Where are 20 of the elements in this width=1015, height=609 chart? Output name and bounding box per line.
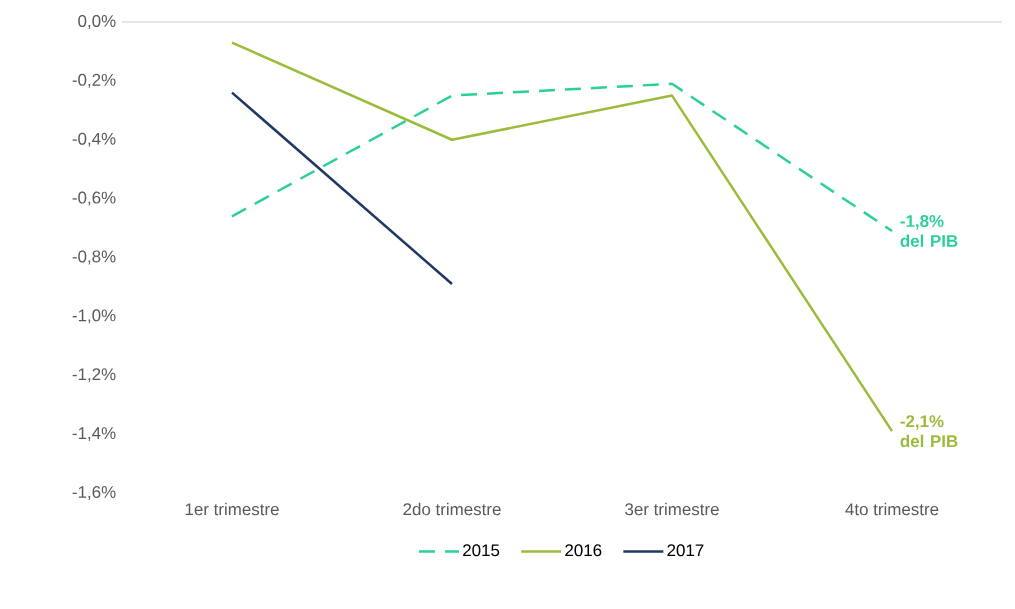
x-tick-label: 3er trimestre	[625, 502, 719, 516]
line-series	[230, 41, 894, 433]
y-tick-label: -0,2%	[72, 73, 116, 88]
y-tick-label: -0,4%	[72, 132, 116, 147]
y-tick-label: -0,8%	[72, 250, 116, 265]
x-tick-label: 1er trimestre	[185, 502, 279, 516]
y-tick-label: -0,6%	[72, 191, 116, 206]
annotation: -1,8% del PIB	[900, 215, 958, 247]
y-tick-label: -1,0%	[72, 309, 116, 324]
line-series	[230, 82, 894, 233]
legend-label: 2017	[667, 544, 704, 557]
y-tick-label: -1,2%	[72, 368, 116, 383]
x-tick-label: 4to trimestre	[845, 502, 939, 516]
legend-label: 2016	[565, 544, 602, 557]
x-tick-label: 2do trimestre	[403, 502, 501, 516]
y-tick-label: -1,4%	[72, 427, 116, 442]
y-tick-label: -1,6%	[72, 486, 116, 500]
y-tick-label: 0,0%	[78, 15, 116, 29]
annotation: -2,1% del PIB	[900, 415, 958, 448]
legend-label: 2015	[463, 544, 500, 557]
